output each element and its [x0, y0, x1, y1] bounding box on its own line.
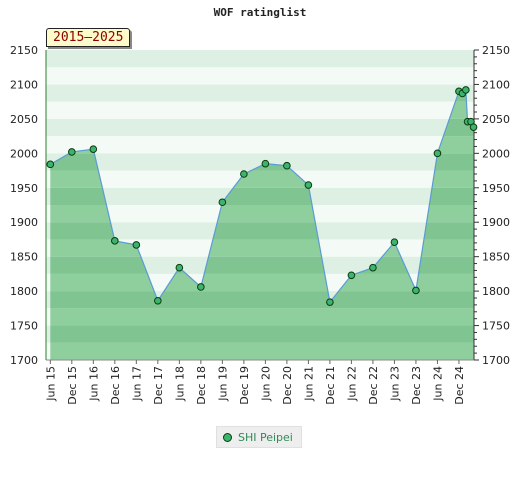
y-tick-label-right: 1800 — [482, 285, 510, 298]
y-tick-label-right: 2050 — [482, 113, 510, 126]
data-point — [154, 296, 162, 305]
legend-label: SHI Peipei — [238, 430, 293, 444]
x-tick-label: Dec 15 — [66, 366, 79, 405]
x-tick-label: Jun 17 — [130, 366, 143, 402]
data-point — [68, 148, 76, 156]
x-tick-label: Jun 24 — [431, 366, 444, 402]
y-tick-label-left: 1900 — [10, 216, 38, 229]
x-tick-label: Jun 20 — [259, 366, 272, 402]
y-tick-label-left: 2100 — [10, 78, 38, 91]
area-band — [50, 325, 474, 343]
y-tick-label-left: 1850 — [10, 251, 38, 264]
y-tick-label-right: 1700 — [482, 354, 510, 367]
x-tick-label: Dec 23 — [410, 366, 423, 405]
x-tick-label: Dec 22 — [367, 366, 380, 405]
data-point — [261, 159, 270, 168]
area-band — [50, 291, 474, 309]
background-band — [46, 118, 474, 137]
background-band — [46, 50, 474, 68]
data-point — [369, 263, 377, 272]
x-tick-label: Dec 21 — [324, 366, 337, 405]
y-tick-label-right: 2000 — [482, 147, 510, 160]
chart-title: WOF ratinglist — [213, 6, 307, 19]
data-point — [46, 160, 55, 169]
background-band — [46, 153, 474, 171]
x-tick-label: Dec 16 — [109, 366, 122, 405]
data-point — [218, 198, 227, 207]
x-tick-label: Dec 24 — [453, 366, 466, 405]
x-tick-label: Jun 15 — [44, 366, 57, 402]
y-tick-label-right: 2150 — [482, 44, 510, 57]
x-tick-label: Jun 21 — [302, 366, 315, 402]
data-point — [89, 145, 98, 153]
y-tick-label-left: 2000 — [10, 147, 38, 160]
y-tick-label-right: 1950 — [482, 182, 510, 195]
background-band — [46, 67, 474, 85]
data-point — [347, 271, 356, 280]
data-point — [111, 237, 119, 245]
data-point — [326, 298, 334, 306]
x-tick-label: Dec 20 — [281, 366, 294, 405]
y-tick-label-right: 1750 — [482, 320, 510, 333]
data-point — [132, 241, 141, 249]
data-point — [304, 181, 313, 189]
data-point — [433, 149, 442, 158]
data-point — [462, 86, 470, 94]
y-tick-label-left: 2050 — [10, 113, 38, 126]
x-tick-label: Jun 16 — [87, 366, 100, 402]
y-tick-label-left: 2150 — [10, 44, 38, 57]
y-tick-label-left: 1950 — [10, 182, 38, 195]
y-tick-label-right: 1900 — [482, 216, 510, 229]
data-point — [240, 170, 248, 178]
x-tick-label: Jun 23 — [388, 366, 401, 402]
data-point — [412, 286, 420, 295]
period-badge: 2015–2025 — [46, 28, 131, 47]
data-point — [469, 123, 478, 131]
background-band — [46, 136, 474, 154]
x-tick-label: Dec 17 — [152, 366, 165, 405]
background-band — [46, 101, 474, 119]
data-point — [175, 263, 184, 272]
x-tick-label: Dec 18 — [195, 366, 208, 405]
y-tick-label-right: 2100 — [482, 78, 510, 91]
data-point — [283, 161, 291, 170]
area-band — [50, 308, 474, 326]
y-tick-label-left: 1800 — [10, 285, 38, 298]
data-point — [390, 238, 399, 246]
data-point — [197, 283, 205, 291]
y-tick-label-left: 1700 — [10, 354, 38, 367]
area-band — [50, 342, 474, 360]
x-tick-label: Jun 22 — [345, 366, 358, 402]
legend-marker — [223, 432, 232, 442]
x-tick-label: Jun 18 — [173, 366, 186, 402]
background-band — [46, 84, 474, 102]
x-tick-label: Jun 19 — [216, 366, 229, 402]
y-tick-label-left: 1750 — [10, 320, 38, 333]
y-tick-label-right: 1850 — [482, 251, 510, 264]
legend[interactable]: SHI Peipei — [216, 426, 302, 448]
x-tick-label: Dec 19 — [238, 366, 251, 405]
